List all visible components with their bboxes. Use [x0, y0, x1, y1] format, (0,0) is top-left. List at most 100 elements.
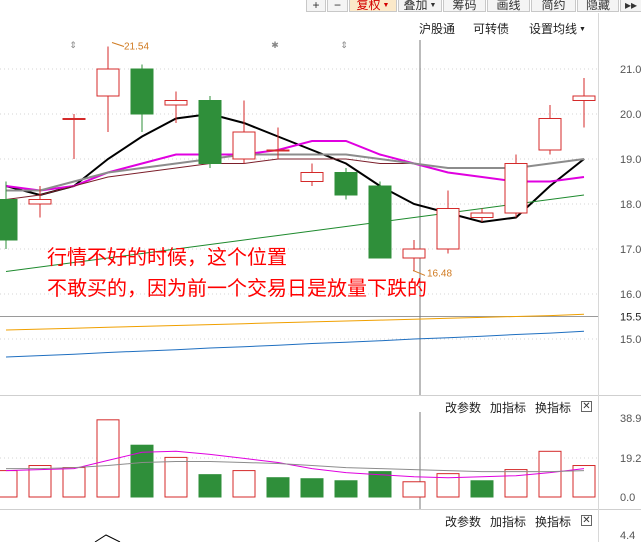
- volume-bar: [96, 419, 120, 498]
- ma-settings-link[interactable]: 设置均线 ▼: [529, 20, 586, 37]
- ma-settings-label: 设置均线: [529, 22, 578, 36]
- kzz-link[interactable]: 可转债: [473, 22, 510, 36]
- toolbar-button-label: 简约: [541, 0, 566, 12]
- toolbar-button-0[interactable]: +: [306, 0, 326, 12]
- y-tick-label: 16.0: [620, 289, 641, 301]
- add-indicator-button-2[interactable]: 加指标: [490, 515, 527, 529]
- candle-body: [402, 248, 426, 259]
- volume-chart: 38.9 19.2 0.0: [0, 412, 641, 509]
- volume-bar: [504, 469, 528, 498]
- toolbar-button-8[interactable]: ▸▸: [620, 0, 641, 12]
- volume-bar: [130, 444, 154, 498]
- candle-body: [368, 185, 392, 259]
- third-indicator-chart: 4.4: [94, 530, 635, 542]
- ma-line-ma_blue: [5, 330, 585, 358]
- candle-body: [266, 149, 290, 152]
- candle-body: [96, 68, 120, 97]
- change-params-button[interactable]: 改参数: [445, 401, 482, 415]
- switch-indicator-button-2[interactable]: 换指标: [535, 515, 572, 529]
- candle-body: [300, 172, 324, 182]
- y-tick-label: 17.0: [620, 244, 641, 256]
- volume-bar: [266, 477, 290, 498]
- candle-body: [198, 100, 222, 164]
- volume-ma-ma10: [5, 450, 585, 479]
- volume-bar: [470, 480, 494, 498]
- ma-line-ma5: [5, 112, 585, 224]
- toolbar-button-label: ▸▸: [624, 0, 638, 12]
- toolbar-button-4[interactable]: 筹码: [443, 0, 486, 12]
- volume-bar: [572, 465, 596, 498]
- volume-bar: [198, 474, 222, 498]
- low-marker-line: [412, 269, 426, 276]
- vol-y-tick-label: 38.9: [620, 413, 641, 425]
- change-params-button-2[interactable]: 改参数: [445, 515, 482, 529]
- candle-body: [28, 199, 52, 205]
- toolbar-button-label: +: [312, 0, 320, 12]
- toolbar-button-6[interactable]: 简约: [531, 0, 576, 12]
- candle-body: [572, 95, 596, 101]
- chevron-down-icon: ▼: [579, 26, 586, 34]
- volume-ma-ma30: [6, 461, 585, 473]
- candle-body: [538, 118, 562, 151]
- ma-line-ma60: [5, 194, 585, 272]
- toolbar-button-5[interactable]: 画线: [487, 0, 530, 12]
- y-tick-label: 19.0: [620, 154, 641, 166]
- volume-bar: [402, 481, 426, 498]
- ma-line-ma10: [5, 140, 585, 192]
- candle-body: [334, 172, 358, 196]
- toolbar-button-label: 复权: [356, 0, 381, 12]
- toolbar-button-label: 隐藏: [585, 0, 610, 12]
- toolbar-button-2[interactable]: 复权 ▼: [349, 0, 397, 12]
- y-tick-label: 15.0: [620, 334, 641, 346]
- vol-y-tick-label: 19.2: [620, 453, 641, 465]
- vol-y-tick-label: 0.0: [620, 492, 635, 504]
- chevron-down-icon: ▼: [429, 2, 437, 10]
- close-icon[interactable]: ✕: [581, 401, 592, 412]
- low-marker-label: 16.48: [427, 268, 452, 279]
- volume-bar: [62, 467, 86, 498]
- candle-body: [232, 131, 256, 160]
- toolbar-button-label: 画线: [496, 0, 521, 12]
- toolbar-button-7[interactable]: 隐藏: [577, 0, 619, 12]
- y-tick-label: 21.0: [620, 64, 641, 76]
- axis-separator: [598, 13, 599, 542]
- candle-body: [0, 199, 18, 241]
- event-marker-icon: ⇕: [69, 40, 77, 50]
- toolbar-button-label: 叠加: [403, 0, 428, 12]
- candle-body: [62, 118, 86, 120]
- toolbar-button-label: −: [333, 0, 341, 12]
- switch-indicator-button[interactable]: 换指标: [535, 401, 572, 415]
- chevron-down-icon: ▼: [382, 2, 390, 10]
- last-price-label: 15.5: [620, 312, 641, 324]
- volume-bar: [300, 478, 324, 498]
- event-marker-icon: ✱: [271, 40, 279, 50]
- volume-bar: [232, 470, 256, 498]
- panel-divider: [0, 395, 641, 396]
- ma-line-ma30: [6, 153, 585, 192]
- ma-line-ma_orange: [5, 313, 585, 331]
- y-tick-label: 20.0: [620, 109, 641, 121]
- candle-body: [164, 100, 188, 106]
- panel-divider-2: [0, 509, 641, 510]
- volume-bar: [334, 480, 358, 498]
- close-icon-2[interactable]: ✕: [581, 515, 592, 526]
- hgt-link[interactable]: 沪股通: [419, 22, 456, 36]
- y-tick-label: 18.0: [620, 199, 641, 211]
- candle-body: [436, 208, 460, 250]
- toolbar-button-1[interactable]: −: [327, 0, 348, 12]
- volume-bar: [164, 456, 188, 498]
- candle-body: [130, 68, 154, 115]
- third-indicator-line: [94, 534, 121, 542]
- toolbar-button-3[interactable]: 叠加 ▼: [398, 0, 442, 12]
- third-y-tick-label: 4.4: [620, 530, 635, 542]
- volume-bar: [0, 470, 18, 498]
- toolbar-button-label: 筹码: [452, 0, 477, 12]
- volume-bar: [436, 473, 460, 498]
- add-indicator-button[interactable]: 加指标: [490, 401, 527, 415]
- event-marker-icon: ⇕: [340, 40, 348, 50]
- candle-body: [504, 163, 528, 214]
- volume-bar: [368, 471, 392, 498]
- volume-bar: [28, 465, 52, 498]
- high-marker-label: 21.54: [124, 42, 149, 53]
- annotation-text: 行情不好的时候，这个位置: [47, 246, 287, 269]
